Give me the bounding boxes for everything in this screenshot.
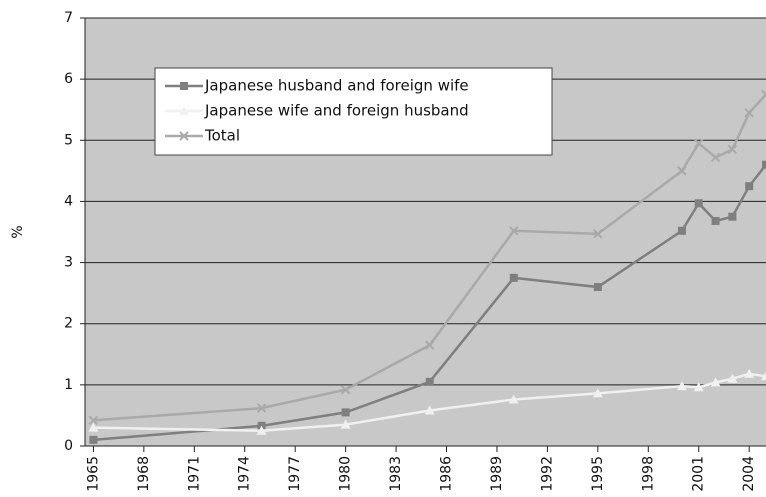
marker bbox=[424, 405, 435, 415]
x-tick-label: 1965 bbox=[85, 456, 101, 492]
marker bbox=[677, 166, 687, 176]
y-tick-label: 0 bbox=[64, 438, 73, 454]
y-tick-label: 6 bbox=[64, 71, 73, 87]
marker bbox=[179, 131, 189, 141]
marker bbox=[179, 106, 189, 115]
marker bbox=[761, 371, 766, 381]
legend-box bbox=[154, 67, 553, 156]
marker bbox=[509, 273, 518, 282]
series-line bbox=[93, 372, 766, 432]
y-tick-label: 7 bbox=[64, 10, 73, 26]
x-tick-label: 1995 bbox=[590, 456, 606, 492]
marker bbox=[509, 226, 519, 236]
marker bbox=[256, 403, 267, 413]
x-tick-label: 2001 bbox=[691, 456, 707, 492]
legend-label: Total bbox=[204, 127, 240, 145]
marker bbox=[676, 381, 687, 391]
marker bbox=[711, 216, 720, 225]
marker bbox=[424, 340, 435, 350]
marker bbox=[694, 199, 703, 208]
y-tick-label: 1 bbox=[64, 377, 73, 393]
x-tick-label: 1989 bbox=[489, 456, 505, 492]
x-tick-label: 1992 bbox=[539, 456, 555, 492]
marker bbox=[508, 394, 519, 404]
marker bbox=[593, 283, 602, 292]
marker bbox=[425, 377, 434, 386]
marker bbox=[693, 382, 704, 392]
marker bbox=[727, 144, 738, 155]
marker bbox=[728, 212, 737, 221]
legend-label: Japanese wife and foreign husband bbox=[204, 102, 469, 120]
marker bbox=[341, 408, 350, 417]
marker bbox=[592, 388, 603, 398]
marker bbox=[593, 229, 603, 239]
x-tick-label: 2004 bbox=[741, 456, 757, 492]
x-tick-label: 1986 bbox=[439, 456, 455, 492]
y-tick-label: 2 bbox=[64, 316, 73, 332]
marker bbox=[88, 415, 99, 426]
x-tick-label: 1968 bbox=[136, 456, 152, 492]
legend-label: Japanese husband and foreign wife bbox=[204, 77, 469, 95]
x-tick-label: 1974 bbox=[237, 456, 253, 492]
x-tick-label: 1980 bbox=[338, 456, 354, 492]
marker bbox=[761, 89, 766, 100]
marker bbox=[340, 419, 351, 429]
marker bbox=[694, 138, 704, 149]
legend: Japanese husband and foreign wife Japanes… bbox=[154, 67, 553, 156]
marker bbox=[88, 422, 99, 432]
series-line bbox=[93, 163, 766, 442]
marker bbox=[744, 368, 755, 378]
y-axis-label: % bbox=[10, 225, 26, 238]
marker bbox=[710, 152, 721, 163]
marker bbox=[180, 82, 188, 90]
x-tick-label: 1977 bbox=[287, 456, 303, 492]
x-tick-label: 1971 bbox=[186, 456, 202, 492]
marker bbox=[340, 385, 351, 395]
marker bbox=[677, 226, 686, 235]
y-tick-label: 4 bbox=[64, 193, 73, 209]
marker bbox=[727, 373, 738, 383]
marker bbox=[89, 435, 98, 444]
marker bbox=[744, 108, 754, 118]
marker bbox=[256, 425, 267, 435]
y-tick-label: 5 bbox=[64, 132, 73, 148]
y-tick-label: 3 bbox=[64, 255, 73, 271]
x-tick-label: 1998 bbox=[640, 456, 656, 492]
marker bbox=[762, 160, 766, 169]
series-line bbox=[93, 93, 766, 422]
x-tick-label: 1983 bbox=[388, 456, 404, 492]
marker bbox=[745, 182, 754, 191]
marker bbox=[710, 377, 721, 387]
